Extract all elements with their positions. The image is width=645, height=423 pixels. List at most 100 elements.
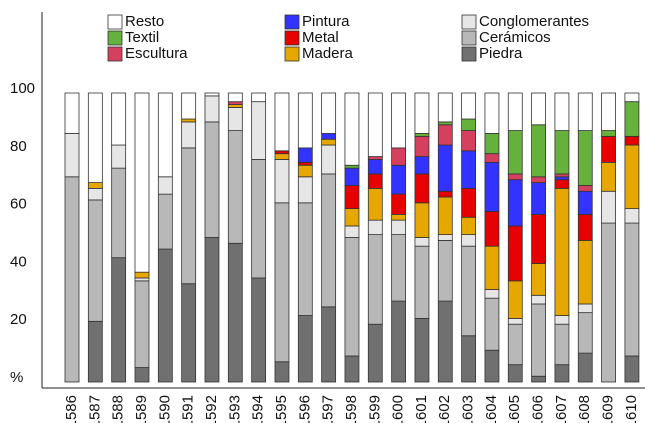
bar-segment (367, 156, 383, 160)
bar-segment (554, 315, 570, 325)
bar-segment (554, 130, 570, 175)
bar-segment (484, 297, 500, 351)
bar-segment (251, 277, 267, 383)
bar-segment (507, 92, 523, 131)
x-tick-label: 1604 (483, 395, 500, 423)
bar-segment (554, 173, 570, 178)
legend-label: Conglomerantes (479, 13, 589, 30)
y-tick-label: 100 (10, 80, 35, 97)
bar-segment (601, 92, 616, 131)
bar-segment (344, 225, 360, 238)
y-tick-label: 80 (10, 138, 27, 155)
bar-segment (297, 161, 313, 166)
x-tick-label: 1596 (296, 395, 313, 423)
bar-segment (134, 92, 150, 273)
bar-segment (414, 202, 430, 238)
x-tick-label: 1594 (250, 395, 267, 423)
x-tick-label: 1599 (366, 395, 383, 423)
bar-segment (601, 130, 616, 137)
bar-segment (414, 318, 430, 383)
bar-segment (157, 176, 173, 195)
bar-segment (437, 124, 453, 146)
bar-segment (391, 147, 407, 166)
bar-segment (437, 190, 453, 198)
bar-segment (344, 92, 360, 166)
bar-segment (274, 361, 290, 383)
bar-segment (367, 323, 383, 383)
x-tick-label: 1607 (553, 395, 570, 423)
bar-segment (344, 237, 360, 357)
bar-segment (391, 300, 407, 383)
legend-label: Piedra (479, 45, 523, 62)
bar-segment (157, 193, 173, 250)
x-tick-label: 1601 (413, 395, 430, 423)
bar-segment (274, 92, 290, 152)
bar-segment (554, 92, 570, 131)
bar-segment (297, 176, 313, 204)
bar-segment (484, 153, 500, 163)
bar-segment (321, 306, 337, 383)
legend-label: Textil (125, 29, 159, 46)
bar-segment (134, 277, 150, 282)
x-tick-label: 1600 (390, 395, 407, 423)
bar-segment (461, 234, 477, 247)
bar-segment (251, 159, 267, 279)
bar-segment (601, 190, 616, 224)
bar-segment (461, 335, 477, 383)
bar-segment (577, 185, 593, 192)
x-tick-label: 1608 (576, 395, 593, 423)
bar-segment (321, 138, 337, 146)
bar-segment (624, 208, 640, 224)
x-tick-label: 1602 (436, 395, 453, 423)
bar-segment (484, 289, 500, 299)
bar-segment (274, 202, 290, 363)
bar-segment (391, 92, 407, 149)
bar-segment (507, 318, 523, 325)
bar-segment (507, 179, 523, 227)
bar-segment (297, 202, 313, 316)
bar-segment (321, 173, 337, 308)
legend-swatch (284, 30, 300, 46)
bar-segment (344, 164, 360, 169)
bar-segment (531, 213, 546, 264)
bar-segment (344, 167, 360, 186)
bar-segment (484, 133, 500, 155)
x-tick-label: 1597 (320, 395, 337, 423)
bar-segment (251, 101, 267, 160)
bar-segment (367, 173, 383, 189)
legend-swatch (284, 46, 300, 62)
x-tick-label: 1598 (343, 395, 360, 423)
bar-segment (367, 219, 383, 236)
bar-segment (577, 92, 593, 131)
bar-segment (321, 92, 337, 134)
bar-segment (134, 271, 150, 279)
legend-label: Metal (302, 29, 339, 46)
bar-segment (134, 367, 150, 383)
bar-segment (577, 130, 593, 186)
bar-segment (601, 135, 616, 163)
legend-swatch (461, 46, 477, 62)
x-tick-label: 1609 (600, 395, 617, 423)
bar-segment (601, 222, 616, 383)
bar-segment (507, 364, 523, 383)
bar-segment (624, 92, 640, 103)
bar-segment (367, 92, 383, 157)
bar-segment (414, 237, 430, 247)
bar-segment (274, 159, 290, 204)
y-tick-label: % (10, 369, 23, 386)
bar-segment (554, 179, 570, 189)
bar-segment (134, 280, 150, 368)
bar-segment (251, 92, 267, 103)
bar-segment (437, 239, 453, 302)
bar-segment (554, 364, 570, 383)
bar-segment (531, 176, 546, 183)
bar-segment (181, 118, 197, 123)
bar-segment (531, 375, 546, 383)
legend-label: Cerámicos (479, 29, 551, 46)
x-tick-label: 1591 (180, 395, 197, 423)
bar-segment (391, 193, 407, 215)
legend-label: Madera (302, 45, 354, 62)
bar-segment (461, 245, 477, 337)
bar-segment (87, 187, 103, 201)
bar-segment (111, 167, 127, 259)
